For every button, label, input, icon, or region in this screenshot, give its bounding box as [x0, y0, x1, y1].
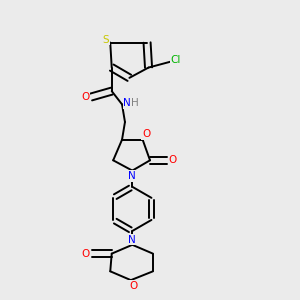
- Text: O: O: [142, 129, 150, 140]
- Text: S: S: [103, 34, 109, 45]
- Text: O: O: [169, 155, 177, 165]
- Text: H: H: [131, 98, 139, 109]
- Text: N: N: [124, 98, 131, 109]
- Text: O: O: [81, 249, 90, 259]
- Text: O: O: [129, 281, 137, 291]
- Text: N: N: [128, 171, 135, 181]
- Text: O: O: [81, 92, 89, 102]
- Text: Cl: Cl: [171, 55, 181, 65]
- Text: N: N: [128, 235, 135, 244]
